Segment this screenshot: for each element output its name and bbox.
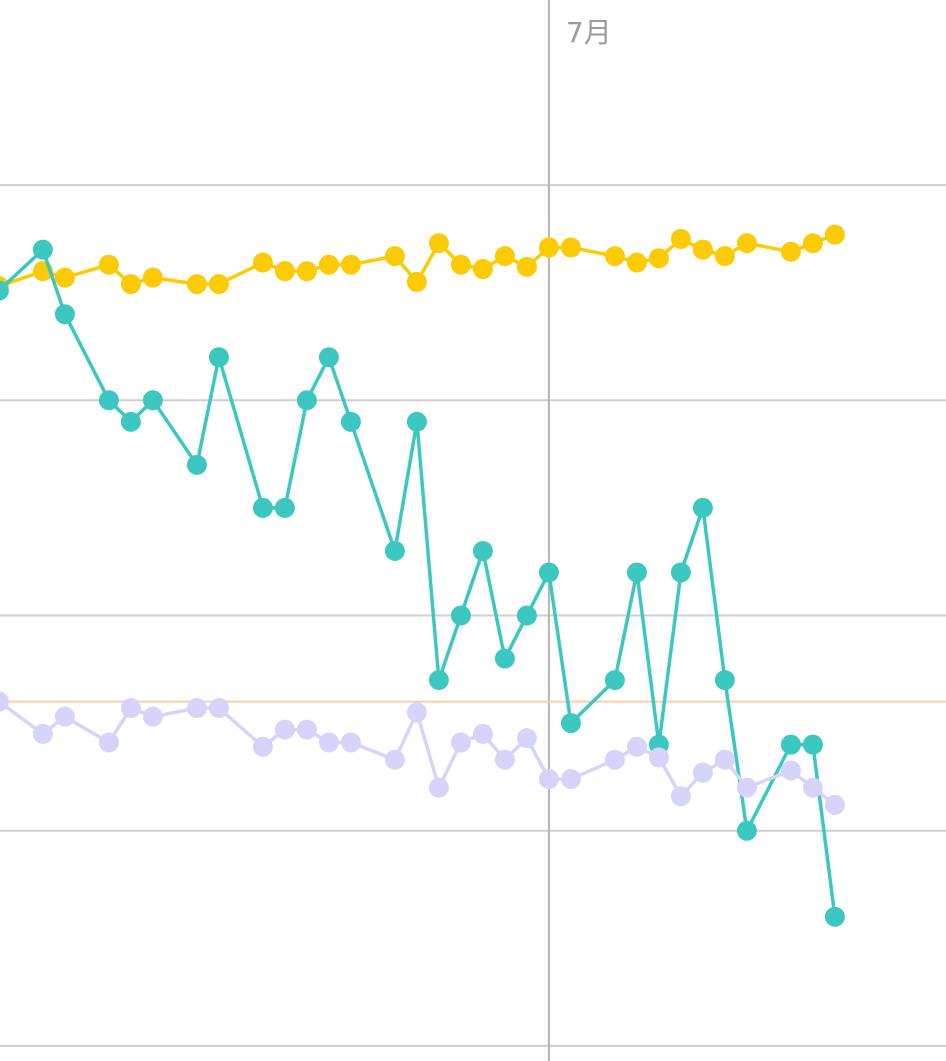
data-point bbox=[604, 670, 625, 691]
data-point bbox=[208, 347, 229, 368]
data-point bbox=[450, 254, 471, 275]
data-point bbox=[494, 749, 515, 770]
data-point bbox=[714, 670, 735, 691]
data-point bbox=[0, 280, 9, 301]
data-point bbox=[692, 497, 713, 518]
data-point bbox=[318, 347, 339, 368]
data-point bbox=[120, 411, 141, 432]
data-point bbox=[274, 719, 295, 740]
data-point bbox=[824, 794, 845, 815]
data-point bbox=[538, 769, 559, 790]
data-point bbox=[98, 732, 119, 753]
data-point bbox=[318, 254, 339, 275]
data-point bbox=[274, 261, 295, 282]
data-point bbox=[626, 736, 647, 757]
data-point bbox=[604, 749, 625, 770]
data-point bbox=[186, 454, 207, 475]
data-point bbox=[692, 762, 713, 783]
data-point bbox=[780, 734, 801, 755]
data-point bbox=[296, 390, 317, 411]
data-point bbox=[472, 259, 493, 280]
data-point bbox=[824, 906, 845, 927]
data-point bbox=[604, 246, 625, 267]
data-point bbox=[318, 732, 339, 753]
data-point bbox=[626, 252, 647, 273]
data-point bbox=[340, 411, 361, 432]
data-point bbox=[472, 540, 493, 561]
data-point bbox=[736, 777, 757, 798]
data-point bbox=[538, 562, 559, 583]
data-point bbox=[824, 224, 845, 245]
data-point bbox=[472, 723, 493, 744]
data-point bbox=[450, 732, 471, 753]
data-point bbox=[692, 239, 713, 260]
data-point bbox=[384, 246, 405, 267]
data-point bbox=[32, 239, 53, 260]
data-point bbox=[626, 562, 647, 583]
data-point bbox=[296, 719, 317, 740]
data-point bbox=[406, 271, 427, 292]
data-point bbox=[428, 670, 449, 691]
data-point bbox=[802, 734, 823, 755]
data-point bbox=[560, 713, 581, 734]
data-point bbox=[54, 267, 75, 288]
data-point bbox=[670, 562, 691, 583]
data-point bbox=[142, 267, 163, 288]
data-point bbox=[714, 749, 735, 770]
data-point bbox=[32, 723, 53, 744]
data-point bbox=[384, 749, 405, 770]
data-point bbox=[98, 254, 119, 275]
data-point bbox=[0, 691, 9, 712]
data-point bbox=[538, 237, 559, 258]
data-point bbox=[208, 274, 229, 295]
data-point bbox=[802, 777, 823, 798]
data-point bbox=[560, 237, 581, 258]
data-point bbox=[494, 648, 515, 669]
data-point bbox=[736, 820, 757, 841]
data-point bbox=[780, 760, 801, 781]
data-point bbox=[384, 540, 405, 561]
data-point bbox=[648, 248, 669, 269]
data-point bbox=[340, 732, 361, 753]
data-point bbox=[120, 698, 141, 719]
data-point bbox=[516, 728, 537, 749]
data-point bbox=[802, 233, 823, 254]
data-point bbox=[714, 246, 735, 267]
data-point bbox=[54, 706, 75, 727]
data-point bbox=[252, 497, 273, 518]
data-point bbox=[98, 390, 119, 411]
data-point bbox=[142, 390, 163, 411]
data-point bbox=[208, 698, 229, 719]
data-point bbox=[516, 605, 537, 626]
data-point bbox=[54, 304, 75, 325]
data-point bbox=[516, 256, 537, 277]
data-point bbox=[186, 274, 207, 295]
data-point bbox=[406, 411, 427, 432]
data-point bbox=[670, 228, 691, 249]
data-point bbox=[560, 769, 581, 790]
data-point bbox=[252, 736, 273, 757]
data-point bbox=[186, 698, 207, 719]
data-point bbox=[648, 747, 669, 768]
data-point bbox=[670, 786, 691, 807]
data-point bbox=[406, 702, 427, 723]
data-point bbox=[340, 254, 361, 275]
series-line bbox=[0, 247, 837, 918]
data-point bbox=[296, 261, 317, 282]
data-point bbox=[736, 233, 757, 254]
data-point bbox=[780, 241, 801, 262]
data-point bbox=[450, 605, 471, 626]
data-point bbox=[252, 252, 273, 273]
x-tick-label: 7月 bbox=[566, 16, 612, 49]
data-point bbox=[428, 777, 449, 798]
data-point bbox=[142, 706, 163, 727]
data-point bbox=[274, 497, 295, 518]
data-point bbox=[428, 233, 449, 254]
data-point bbox=[494, 246, 515, 267]
data-point bbox=[120, 274, 141, 295]
